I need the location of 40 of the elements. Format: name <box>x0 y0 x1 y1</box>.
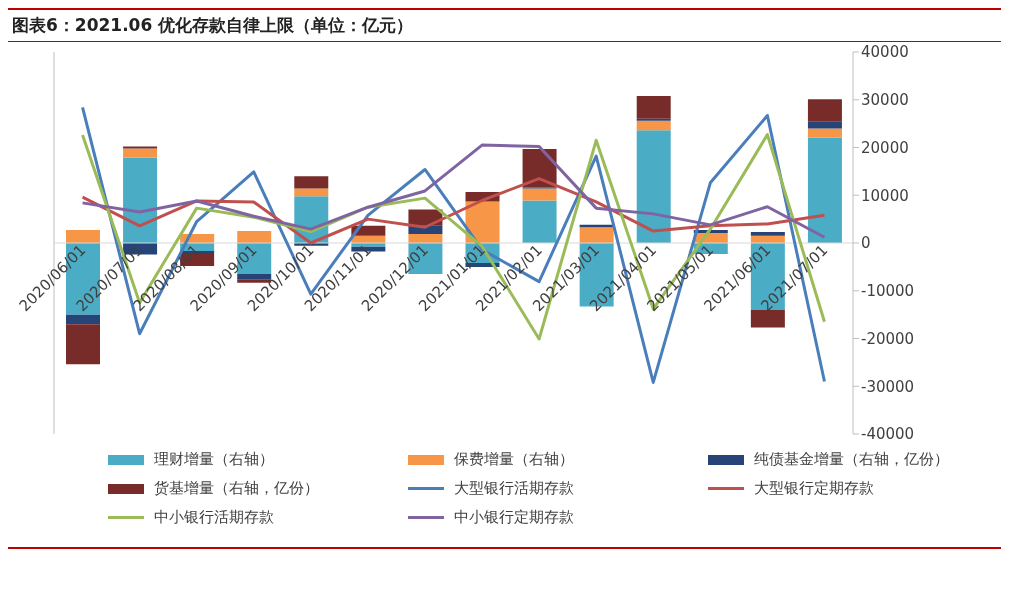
y-tick-label: -40000 <box>861 425 915 444</box>
bar <box>807 121 842 129</box>
legend-label: 中小银行活期存款 <box>154 508 274 527</box>
bar <box>807 99 842 122</box>
legend-label: 货基增量（右轴，亿份） <box>154 479 319 498</box>
bar <box>66 230 100 243</box>
bar <box>294 176 329 189</box>
legend-label: 大型银行定期存款 <box>754 479 874 498</box>
bar <box>750 309 785 328</box>
y-tick-label: 20000 <box>861 138 909 157</box>
legend-label: 大型银行活期存款 <box>454 479 574 498</box>
legend-label: 理财增量（右轴） <box>154 450 274 469</box>
bar <box>522 200 557 243</box>
bar <box>522 188 557 201</box>
bar <box>636 95 671 119</box>
line-series <box>81 143 826 239</box>
y-tick-label: -20000 <box>861 329 915 348</box>
y-tick-label: -30000 <box>861 377 915 396</box>
bar <box>750 232 785 236</box>
bar <box>123 148 158 158</box>
legend-label: 中小银行定期存款 <box>454 508 574 527</box>
bar <box>807 137 842 243</box>
bar <box>66 314 100 325</box>
legend-label: 保费增量（右轴） <box>454 450 574 469</box>
y-tick-label: 0 <box>861 234 871 253</box>
bar <box>66 324 100 365</box>
bar <box>465 201 500 243</box>
y-tick-label: 30000 <box>861 91 909 110</box>
bar <box>579 227 614 243</box>
bar <box>636 120 671 131</box>
bar <box>294 188 329 197</box>
y-tick-label: 40000 <box>861 43 909 62</box>
y-tick-label: 10000 <box>861 186 909 205</box>
bar <box>123 157 158 243</box>
y-tick-label: -10000 <box>861 282 915 301</box>
legend-label: 纯债基金增量（右轴，亿份） <box>754 450 949 469</box>
chart-title: 图表6：2021.06 优化存款自律上限（单位：亿元） <box>11 14 415 37</box>
bar <box>636 130 671 243</box>
bar <box>807 128 842 138</box>
bar <box>237 231 272 243</box>
